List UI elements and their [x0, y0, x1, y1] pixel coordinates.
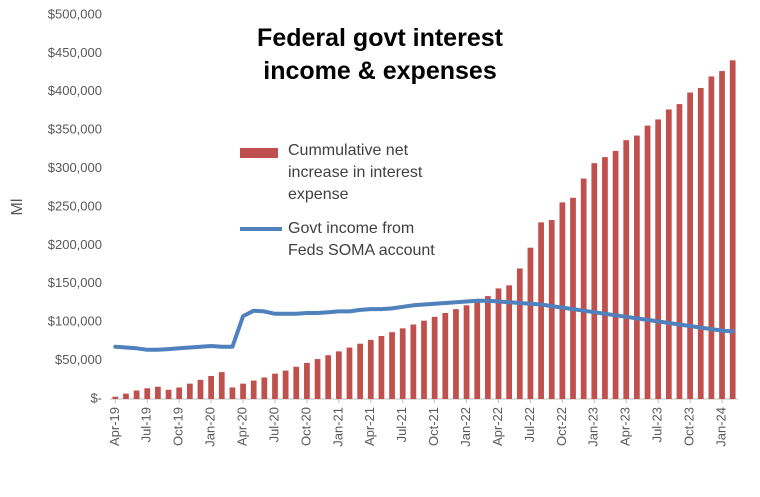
bar	[634, 135, 640, 400]
bar	[304, 362, 310, 399]
y-tick-label: $450,000	[48, 45, 102, 60]
bar	[591, 163, 598, 399]
bar	[272, 373, 278, 399]
bar	[112, 396, 119, 399]
x-tick-label: Oct-20	[298, 407, 313, 446]
bar	[538, 222, 544, 399]
bar	[123, 393, 129, 399]
x-tick-label: Apr-20	[234, 407, 249, 446]
bar	[325, 355, 332, 399]
bar	[229, 387, 236, 399]
bar	[378, 336, 385, 399]
bar	[144, 388, 151, 399]
x-tick-label: Apr-19	[107, 407, 122, 446]
bar	[176, 387, 183, 399]
x-tick-label: Oct-22	[554, 407, 569, 446]
bar	[282, 370, 289, 399]
bar	[261, 377, 268, 399]
bar	[719, 71, 725, 400]
bar	[687, 92, 693, 400]
bar	[186, 383, 193, 399]
bar	[655, 119, 662, 399]
x-tick-label: Apr-21	[362, 407, 377, 446]
bar	[506, 285, 513, 399]
bar	[548, 220, 555, 399]
legend-label: Cummulative net increase in interest exp…	[288, 142, 423, 203]
x-tick-label: Jul-22	[522, 407, 537, 442]
x-tick-label: Oct-21	[426, 407, 441, 446]
bar	[495, 288, 502, 399]
x-tick-label: Oct-19	[171, 407, 186, 446]
x-tick-label: Apr-22	[490, 407, 505, 446]
bar	[602, 157, 608, 399]
x-tick-label: Jul-20	[266, 407, 281, 442]
legend-swatch	[240, 227, 282, 231]
bar	[335, 351, 342, 399]
legend-swatch	[240, 148, 278, 158]
bar	[357, 343, 364, 399]
bar	[431, 316, 438, 399]
bar	[729, 60, 736, 399]
x-tick-label: Jul-23	[650, 407, 665, 442]
bar	[240, 383, 246, 399]
y-tick-label: $300,000	[48, 160, 102, 175]
bar	[463, 305, 470, 399]
line	[113, 298, 735, 352]
y-tick-label: $350,000	[48, 122, 102, 137]
bar	[218, 372, 225, 399]
bar	[474, 300, 481, 399]
x-tick-label: Jan-20	[203, 407, 218, 447]
bar	[314, 359, 321, 399]
bar	[644, 125, 651, 399]
x-tick-label: Jan-22	[458, 407, 473, 447]
bar	[399, 328, 406, 399]
bar	[623, 140, 630, 399]
y-tick-label: $150,000	[48, 275, 102, 290]
bar	[410, 324, 417, 399]
bar	[559, 202, 566, 399]
bar	[453, 309, 459, 399]
bar	[612, 150, 619, 399]
chart-title: Federal govt interest income & expenses	[257, 24, 503, 85]
bar	[442, 312, 449, 399]
bar	[155, 386, 161, 399]
y-tick-label: $100,000	[48, 314, 102, 329]
x-tick-label: Jan-24	[713, 407, 728, 447]
bar	[580, 178, 587, 399]
bar	[421, 320, 427, 399]
y-tick-label: $-	[90, 390, 102, 405]
bar	[250, 380, 257, 399]
bar	[367, 339, 374, 399]
bar	[165, 389, 172, 399]
y-tick-label: $250,000	[48, 198, 102, 213]
x-tick-label: Jan-21	[330, 407, 345, 447]
bar	[389, 332, 395, 399]
bar	[676, 104, 683, 399]
bar	[208, 375, 214, 399]
bar	[133, 390, 140, 399]
bar	[527, 247, 534, 399]
y-tick-label: $200,000	[48, 237, 102, 252]
bar	[346, 347, 353, 399]
y-axis-label: Ml	[9, 199, 26, 216]
bar	[516, 268, 523, 399]
bar	[570, 197, 576, 399]
x-tick-label: Jul-21	[394, 407, 409, 442]
legend-label: Govt income from Feds SOMA account	[288, 220, 435, 259]
bar	[293, 366, 300, 399]
bar	[665, 109, 672, 400]
bar	[697, 87, 704, 400]
y-tick-label: $500,000	[48, 6, 102, 21]
bar	[484, 296, 491, 399]
x-tick-label: Apr-23	[618, 407, 633, 446]
x-tick-label: Jan-23	[586, 407, 601, 447]
x-tick-label: Oct-23	[682, 407, 697, 446]
y-tick-label: $400,000	[48, 83, 102, 98]
bar	[708, 76, 715, 399]
y-tick-label: $50,000	[55, 352, 102, 367]
x-tick-label: Jul-19	[139, 407, 154, 442]
bar	[197, 379, 204, 399]
